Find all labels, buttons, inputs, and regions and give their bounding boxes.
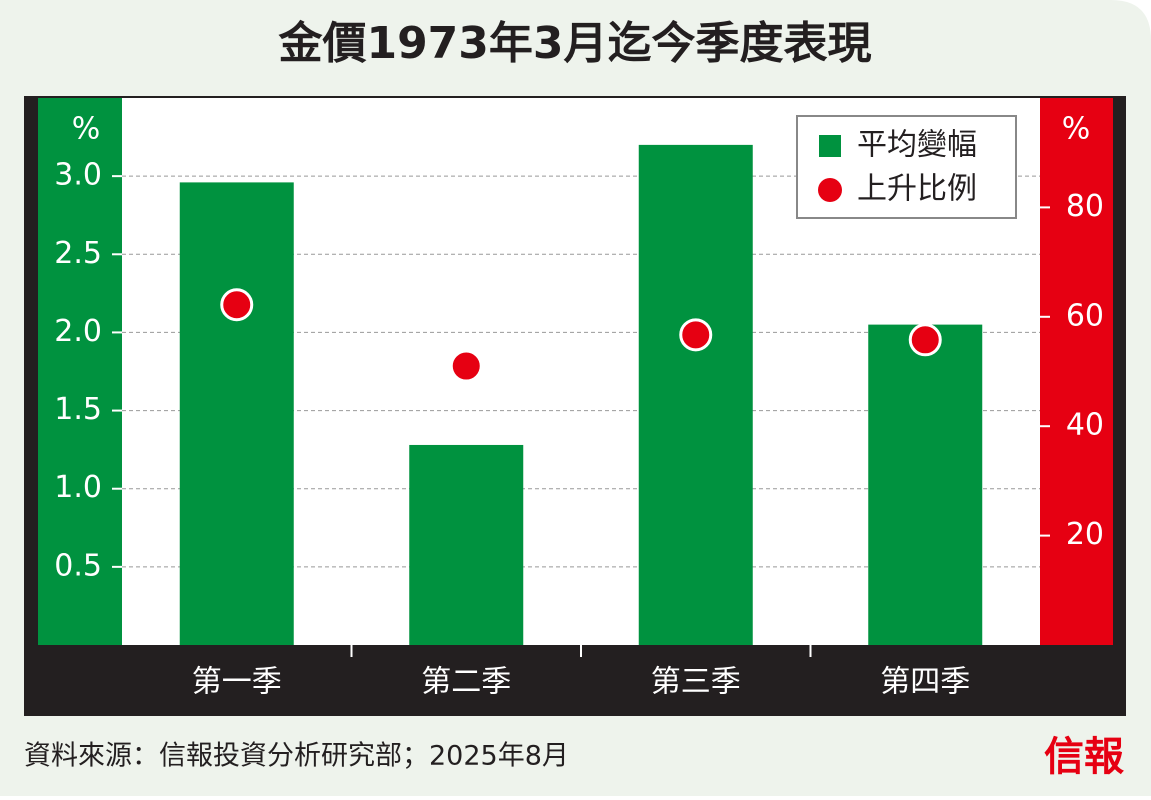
- bar: [638, 144, 753, 645]
- chart-title: 金價1973年3月迄今季度表現: [277, 18, 871, 69]
- bar: [868, 324, 983, 645]
- left-axis-panel: [38, 98, 122, 645]
- legend-label: 平均變幅: [857, 128, 977, 163]
- x-tick-label: 第二季: [421, 665, 511, 700]
- y2-tick-label: 40: [1066, 408, 1104, 443]
- y2-tick-label: 80: [1066, 189, 1104, 224]
- y-tick-label: 2.5: [54, 236, 102, 271]
- y-axis-label: %: [72, 112, 101, 147]
- y-tick-label: 0.5: [54, 548, 102, 583]
- y2-tick-label: 20: [1066, 517, 1104, 552]
- x-tick-label: 第三季: [651, 665, 741, 700]
- y-tick-label: 2.0: [54, 314, 102, 349]
- right-axis-panel: [1040, 98, 1113, 645]
- source-note: 資料來源：信報投資分析研究部；2025年8月: [24, 741, 569, 772]
- legend-label: 上升比例: [857, 172, 977, 207]
- dot: [220, 288, 254, 322]
- y-tick-label: 1.0: [54, 470, 102, 505]
- y-tick-label: 1.5: [54, 392, 102, 427]
- logo: 信報: [1044, 733, 1124, 780]
- dot: [679, 318, 713, 352]
- dot: [908, 323, 942, 357]
- dot: [449, 349, 483, 383]
- y-tick-label: 3.0: [54, 158, 102, 193]
- legend-swatch: [819, 135, 841, 157]
- bar: [179, 182, 294, 645]
- y2-axis-label: %: [1062, 112, 1091, 147]
- y2-tick-label: 60: [1066, 298, 1104, 333]
- x-tick-label: 第四季: [880, 665, 970, 700]
- x-tick-label: 第一季: [192, 665, 282, 700]
- bar: [409, 444, 524, 645]
- legend-swatch: [818, 178, 842, 202]
